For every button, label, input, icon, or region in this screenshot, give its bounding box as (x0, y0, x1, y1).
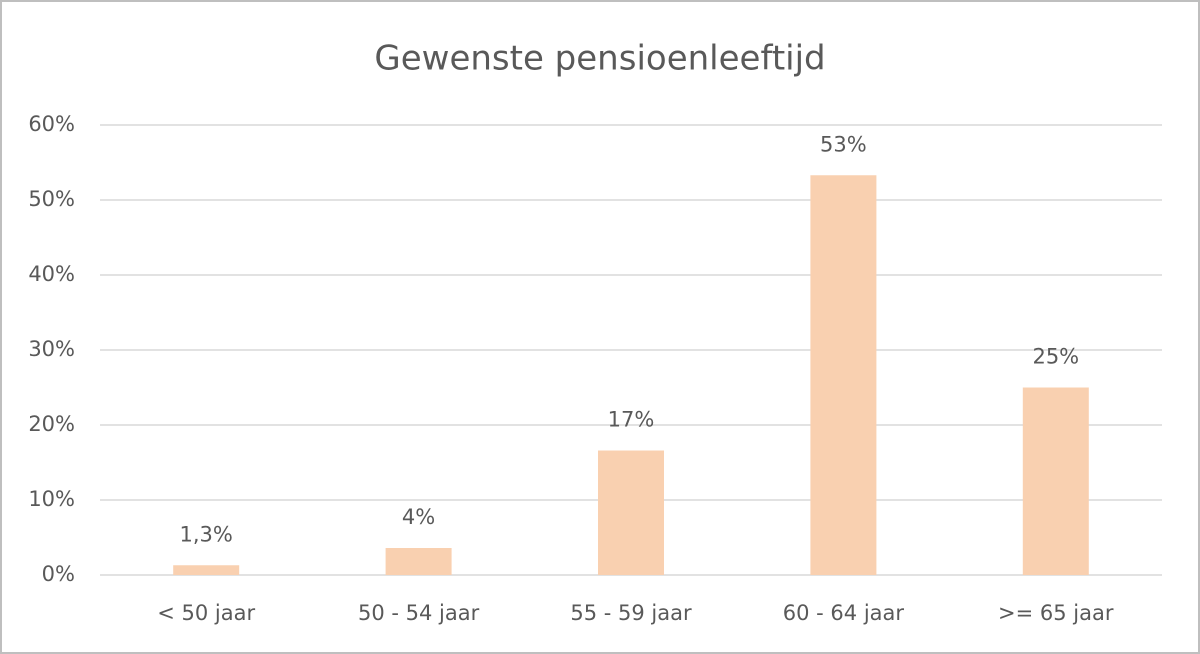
bar (1022, 387, 1089, 575)
x-tick-label: 55 - 59 jaar (570, 601, 692, 625)
y-tick-label: 30% (28, 337, 75, 361)
y-tick-label: 0% (42, 562, 75, 586)
data-label: 53% (820, 132, 867, 156)
x-tick-label: < 50 jaar (157, 601, 255, 625)
y-tick-label: 60% (28, 112, 75, 136)
y-tick-label: 20% (28, 412, 75, 436)
bar (385, 548, 452, 575)
y-tick-label: 10% (28, 487, 75, 511)
x-tick-label: 60 - 64 jaar (783, 601, 905, 625)
data-label: 1,3% (180, 522, 233, 546)
y-tick-label: 40% (28, 262, 75, 286)
chart-title: Gewenste pensioenleeftijd (374, 39, 825, 79)
bar (810, 175, 877, 575)
data-label: 17% (608, 408, 655, 432)
x-tick-label: >= 65 jaar (998, 601, 1114, 625)
data-label: 25% (1032, 345, 1079, 369)
bar (598, 450, 664, 575)
bar (173, 565, 240, 575)
y-tick-label: 50% (28, 187, 75, 211)
x-tick-label: 50 - 54 jaar (358, 601, 480, 625)
data-label: 4% (402, 505, 435, 529)
